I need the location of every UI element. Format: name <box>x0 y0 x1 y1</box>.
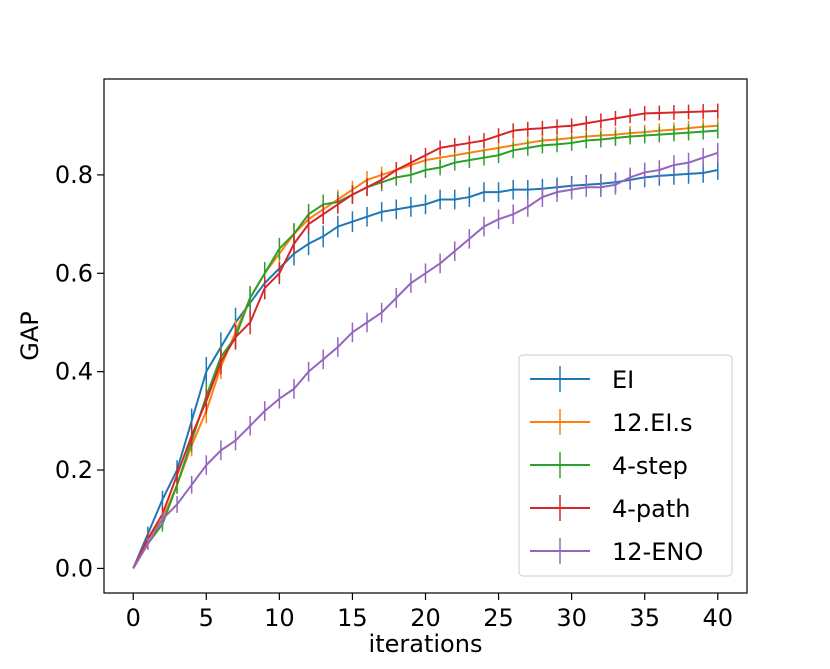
x-tick-label: 30 <box>556 604 587 632</box>
y-axis-ticks: 0.0 0.2 0.4 0.6 0.8 <box>55 161 104 582</box>
y-tick-label: 0.4 <box>55 358 93 386</box>
series-4-path <box>132 103 719 569</box>
legend-label: EI <box>612 366 634 394</box>
x-tick-label: 10 <box>264 604 295 632</box>
legend-frame <box>518 354 733 577</box>
y-tick-label: 0.2 <box>55 456 93 484</box>
x-tick-label: 25 <box>483 604 514 632</box>
x-tick-label: 35 <box>629 604 660 632</box>
x-tick-label: 0 <box>126 604 141 632</box>
x-axis-label: iterations <box>369 630 483 658</box>
x-axis-ticks: 0 5 10 15 20 25 30 35 40 <box>126 593 733 632</box>
y-tick-label: 0.6 <box>55 259 93 287</box>
x-tick-label: 5 <box>199 604 214 632</box>
x-tick-label: 15 <box>337 604 368 632</box>
y-tick-label: 0.0 <box>55 554 93 582</box>
legend-entry: EI <box>530 366 634 394</box>
legend-entry: 12.EI.s <box>530 409 693 437</box>
legend-label: 12-ENO <box>612 538 703 566</box>
series-layer <box>132 103 719 569</box>
legend-label: 4-step <box>612 452 688 480</box>
y-axis-label: GAP <box>16 311 44 361</box>
legend: EI 12.EI.s 4-step 4-path 12-ENO <box>518 354 733 577</box>
legend-entry: 12-ENO <box>530 538 703 566</box>
x-tick-label: 20 <box>410 604 441 632</box>
x-tick-label: 40 <box>702 604 733 632</box>
series-12-ENO <box>132 142 719 569</box>
y-tick-label: 0.8 <box>55 161 93 189</box>
legend-label: 12.EI.s <box>612 409 693 437</box>
legend-entry: 4-path <box>530 495 691 523</box>
legend-entry: 4-step <box>530 452 688 480</box>
legend-label: 4-path <box>612 495 691 523</box>
